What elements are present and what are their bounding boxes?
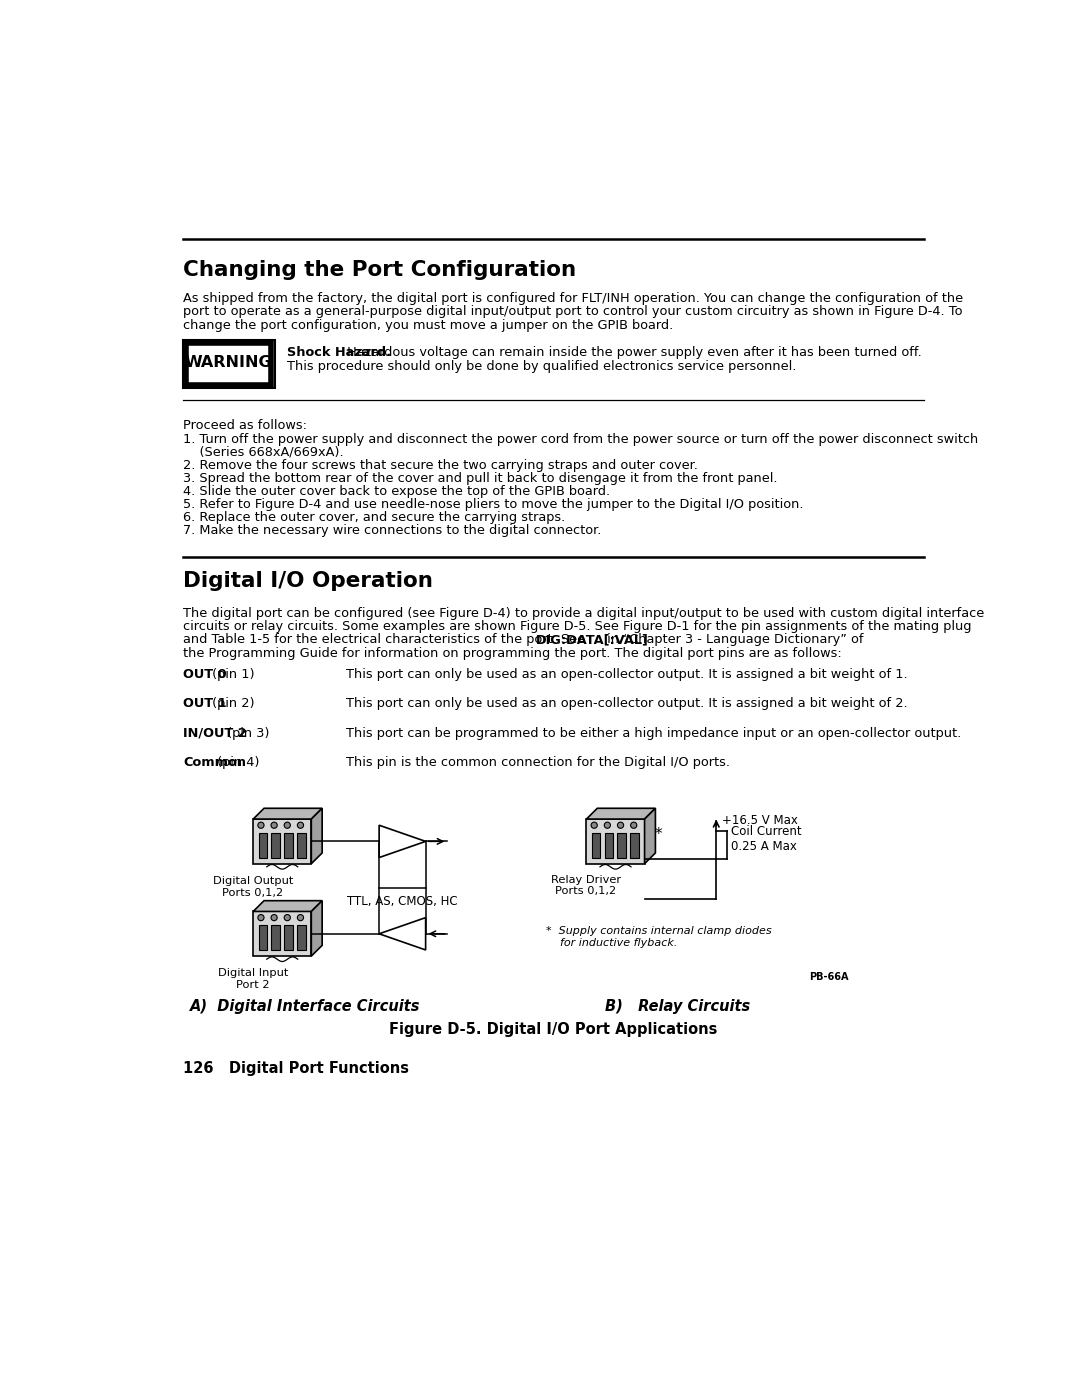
Text: port to operate as a general-purpose digital input/output port to control your c: port to operate as a general-purpose dig…	[183, 306, 962, 319]
Text: 5. Refer to Figure D-4 and use needle-nose pliers to move the jumper to the Digi: 5. Refer to Figure D-4 and use needle-no…	[183, 497, 804, 511]
Text: Shock Hazard.: Shock Hazard.	[287, 346, 391, 359]
Text: 4. Slide the outer cover back to expose the top of the GPIB board.: 4. Slide the outer cover back to expose …	[183, 485, 610, 497]
Text: +16.5 V Max: +16.5 V Max	[723, 814, 798, 827]
Text: Relay Driver
Ports 0,1,2: Relay Driver Ports 0,1,2	[551, 875, 621, 895]
Text: Changing the Port Configuration: Changing the Port Configuration	[183, 260, 576, 279]
Text: (pin 3): (pin 3)	[224, 726, 270, 739]
Bar	[271, 925, 280, 950]
Bar	[605, 833, 613, 858]
Text: WARNING: WARNING	[185, 355, 272, 370]
Text: Digital Input
Port 2: Digital Input Port 2	[217, 968, 288, 990]
Bar	[186, 344, 271, 384]
Text: This pin is the common connection for the Digital I/O ports.: This pin is the common connection for th…	[346, 756, 730, 768]
Text: 1. Turn off the power supply and disconnect the power cord from the power source: 1. Turn off the power supply and disconn…	[183, 433, 978, 446]
Circle shape	[271, 823, 278, 828]
Text: in “Chapter 3 - Language Dictionary” of: in “Chapter 3 - Language Dictionary” of	[603, 633, 863, 647]
Text: Common: Common	[183, 756, 246, 768]
Circle shape	[605, 823, 610, 828]
Bar	[297, 833, 306, 858]
Bar	[258, 833, 267, 858]
Text: A)  Digital Interface Circuits: A) Digital Interface Circuits	[190, 999, 421, 1014]
Text: Proceed as follows:: Proceed as follows:	[183, 419, 307, 432]
Bar	[253, 819, 311, 863]
Text: Digital Output
Ports 0,1,2: Digital Output Ports 0,1,2	[213, 876, 293, 898]
Polygon shape	[311, 809, 322, 863]
Text: Coil Current
0.25 A Max: Coil Current 0.25 A Max	[731, 826, 801, 854]
Text: *  Supply contains internal clamp diodes: * Supply contains internal clamp diodes	[545, 926, 771, 936]
Text: B)   Relay Circuits: B) Relay Circuits	[605, 999, 751, 1014]
Text: Hazardous voltage can remain inside the power supply even after it has been turn: Hazardous voltage can remain inside the …	[342, 346, 921, 359]
Bar	[183, 339, 274, 388]
Text: for inductive flyback.: for inductive flyback.	[545, 937, 677, 947]
Bar	[253, 911, 311, 956]
Text: the Programming Guide for information on programming the port. The digital port : the Programming Guide for information on…	[183, 647, 841, 659]
Polygon shape	[253, 809, 322, 819]
Circle shape	[258, 915, 264, 921]
Text: This port can only be used as an open-collector output. It is assigned a bit wei: This port can only be used as an open-co…	[346, 668, 907, 682]
Text: This port can only be used as an open-collector output. It is assigned a bit wei: This port can only be used as an open-co…	[346, 697, 907, 711]
Text: *: *	[654, 827, 662, 842]
Text: 2. Remove the four screws that secure the two carrying straps and outer cover.: 2. Remove the four screws that secure th…	[183, 458, 698, 472]
Polygon shape	[379, 826, 426, 858]
Circle shape	[591, 823, 597, 828]
Text: The digital port can be configured (see Figure D-4) to provide a digital input/o: The digital port can be configured (see …	[183, 608, 984, 620]
Polygon shape	[645, 809, 656, 863]
Text: 7. Make the necessary wire connections to the digital connector.: 7. Make the necessary wire connections t…	[183, 524, 602, 538]
Text: and Table 1-5 for the electrical characteristics of the port. See: and Table 1-5 for the electrical charact…	[183, 633, 585, 647]
Bar	[586, 819, 645, 863]
Text: As shipped from the factory, the digital port is configured for FLT/INH operatio: As shipped from the factory, the digital…	[183, 292, 963, 306]
Text: IN/OUT 2: IN/OUT 2	[183, 726, 247, 739]
Bar	[271, 833, 280, 858]
Circle shape	[284, 915, 291, 921]
Text: (Series 668xA/669xA).: (Series 668xA/669xA).	[183, 446, 343, 458]
Text: Figure D-5. Digital I/O Port Applications: Figure D-5. Digital I/O Port Application…	[389, 1023, 718, 1038]
Bar	[297, 925, 306, 950]
Text: (pin 4): (pin 4)	[213, 756, 260, 768]
Text: 6. Replace the outer cover, and secure the carrying straps.: 6. Replace the outer cover, and secure t…	[183, 511, 565, 524]
Bar	[592, 833, 600, 858]
Text: OUT 1: OUT 1	[183, 697, 227, 711]
Text: 126   Digital Port Functions: 126 Digital Port Functions	[183, 1060, 409, 1076]
Circle shape	[271, 915, 278, 921]
Text: OUT 0: OUT 0	[183, 668, 227, 682]
Text: This procedure should only be done by qualified electronics service personnel.: This procedure should only be done by qu…	[287, 360, 796, 373]
Text: (pin 2): (pin 2)	[208, 697, 255, 711]
Bar	[258, 925, 267, 950]
Text: This port can be programmed to be either a high impedance input or an open-colle: This port can be programmed to be either…	[346, 726, 961, 739]
Bar	[618, 833, 626, 858]
Bar	[631, 833, 638, 858]
Bar	[284, 833, 293, 858]
Circle shape	[297, 823, 303, 828]
Text: 3. Spread the bottom rear of the cover and pull it back to disengage it from the: 3. Spread the bottom rear of the cover a…	[183, 472, 778, 485]
Polygon shape	[311, 901, 322, 956]
Text: change the port configuration, you must move a jumper on the GPIB board.: change the port configuration, you must …	[183, 319, 673, 331]
Circle shape	[284, 823, 291, 828]
Polygon shape	[379, 918, 426, 950]
Text: TTL, AS, CMOS, HC: TTL, AS, CMOS, HC	[347, 895, 458, 908]
Text: DIG:DATA[:VAL]: DIG:DATA[:VAL]	[536, 633, 649, 647]
Bar	[284, 925, 293, 950]
Circle shape	[297, 915, 303, 921]
Text: circuits or relay circuits. Some examples are shown Figure D-5. See Figure D-1 f: circuits or relay circuits. Some example…	[183, 620, 972, 633]
Text: PB-66A: PB-66A	[809, 972, 849, 982]
Polygon shape	[253, 901, 322, 911]
Circle shape	[618, 823, 623, 828]
Circle shape	[631, 823, 637, 828]
Text: Digital I/O Operation: Digital I/O Operation	[183, 571, 433, 591]
Polygon shape	[586, 809, 656, 819]
Circle shape	[258, 823, 264, 828]
Text: (pin 1): (pin 1)	[208, 668, 255, 682]
